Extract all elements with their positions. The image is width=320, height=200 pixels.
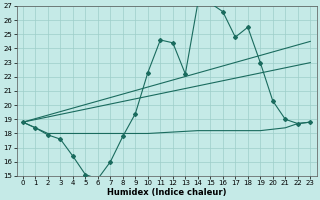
X-axis label: Humidex (Indice chaleur): Humidex (Indice chaleur) bbox=[107, 188, 226, 197]
